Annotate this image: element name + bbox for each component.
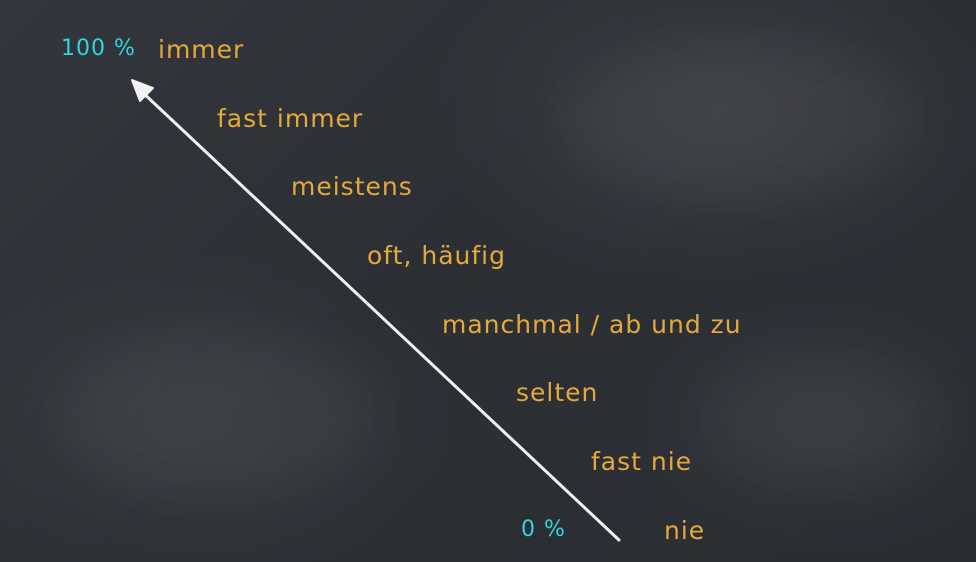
frequency-label-oft-haeufig: oft, häufig [367,241,506,270]
frequency-label-meistens: meistens [291,172,413,201]
frequency-label-manchmal: manchmal / ab und zu [442,310,742,339]
arrow-shaft [138,88,621,542]
percent-0-label: 0 % [521,517,566,542]
frequency-label-fast-nie: fast nie [591,447,693,476]
frequency-label-selten: selten [516,378,599,407]
frequency-label-nie: nie [664,516,706,545]
frequency-label-fast-immer: fast immer [217,104,364,133]
frequency-label-immer: immer [158,35,245,64]
percent-100-label: 100 % [61,36,136,61]
arrow-head-icon [131,79,154,102]
